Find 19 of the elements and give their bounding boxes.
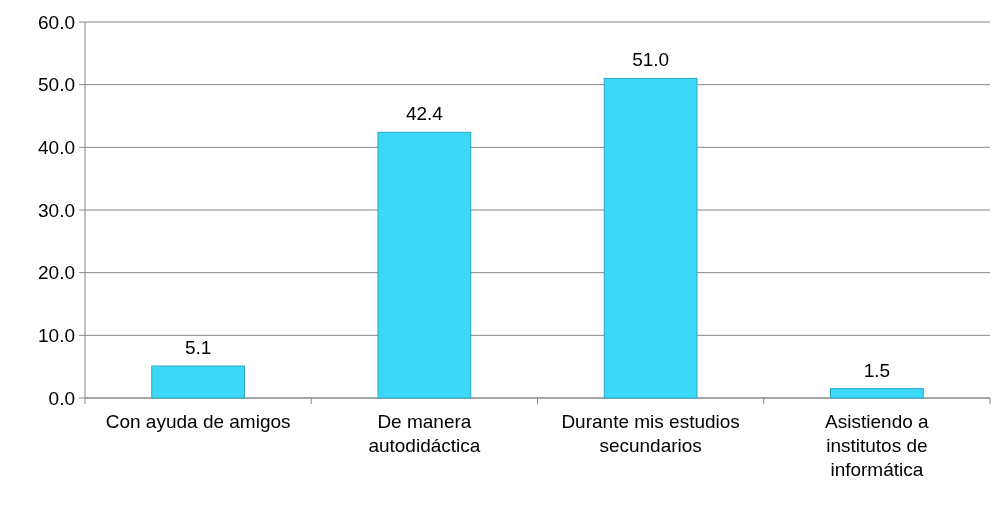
y-tick-label: 50.0 (38, 74, 75, 96)
x-tick-label: Asistiendo a institutos de informática (825, 411, 930, 480)
x-tick-label: Con ayuda de amigos (105, 411, 291, 432)
bar (151, 365, 246, 399)
y-tick-label: 10.0 (38, 324, 75, 346)
y-tick-label: 20.0 (38, 262, 75, 284)
y-tick-label: 60.0 (38, 11, 75, 33)
bar (377, 131, 472, 399)
data-label: 51.0 (632, 49, 670, 71)
y-tick-label: 40.0 (38, 136, 75, 158)
x-tick-label: Durante mis estudios secundarios (561, 411, 740, 456)
y-tick-label: 0.0 (48, 387, 75, 409)
x-tick-label: De manera autodidáctica (368, 411, 481, 456)
bar (829, 388, 924, 399)
data-label: 5.1 (184, 337, 212, 359)
bar (603, 77, 698, 399)
y-tick-label: 30.0 (38, 199, 75, 221)
data-label: 42.4 (405, 103, 444, 125)
data-label: 1.5 (863, 359, 891, 381)
